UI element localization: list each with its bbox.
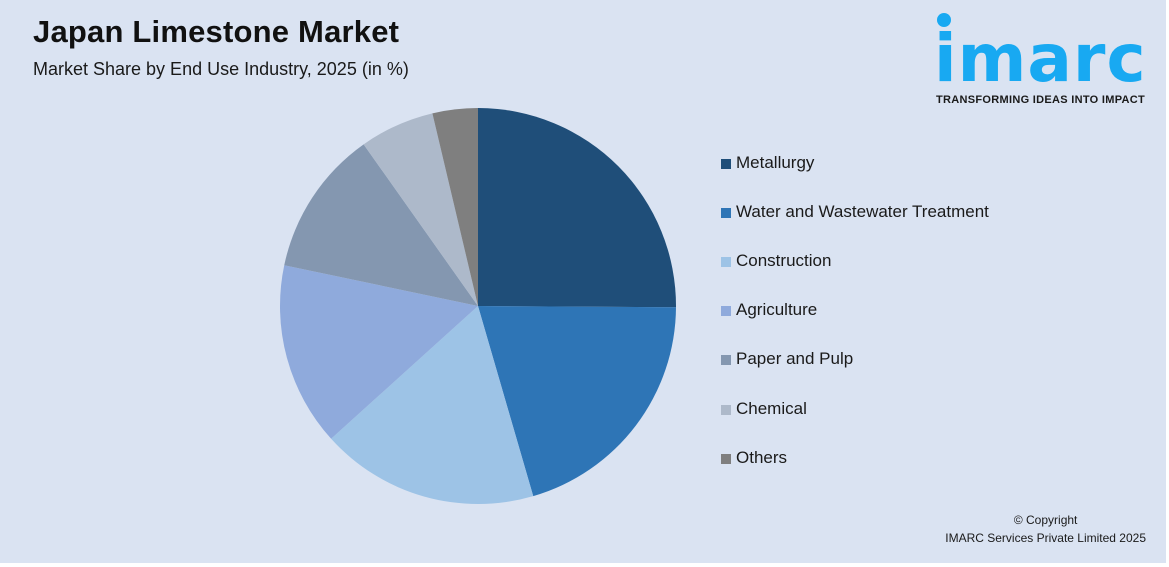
legend-item-agriculture: Agriculture <box>721 286 989 335</box>
logo-tagline: TRANSFORMING IDEAS INTO IMPACT <box>936 94 1146 106</box>
pie-slice-others <box>432 108 478 306</box>
copyright-notice: © Copyright IMARC Services Private Limit… <box>945 511 1146 547</box>
copyright-company: IMARC Services Private Limited 2025 <box>945 531 1146 545</box>
legend-swatch-icon <box>721 453 731 464</box>
pie-slice-water-and-wastewater-treatment <box>478 306 676 497</box>
legend-swatch-icon <box>721 256 731 267</box>
legend-item-construction: Construction <box>721 236 989 285</box>
pie-slice-chemical <box>363 113 478 306</box>
legend-swatch-icon <box>721 404 731 415</box>
legend-item-paper-pulp: Paper and Pulp <box>721 335 989 384</box>
legend-label: Metallurgy <box>736 152 815 172</box>
pie-chart <box>280 108 676 505</box>
legend-label: Paper and Pulp <box>736 349 854 369</box>
imarc-logo: imarc TRANSFORMING IDEAS INTO IMPACT <box>930 10 1160 110</box>
legend-item-chemical: Chemical <box>721 384 989 433</box>
legend-item-others: Others <box>721 433 989 482</box>
legend-label: Construction <box>736 250 832 270</box>
chart-subtitle: Market Share by End Use Industry, 2025 (… <box>33 59 409 79</box>
legend-swatch-icon <box>721 207 731 218</box>
logo-dot-icon <box>937 13 951 27</box>
pie-slice-construction <box>331 306 534 505</box>
legend-label: Others <box>736 447 788 467</box>
legend-swatch-icon <box>721 355 731 366</box>
legend-item-water-treatment: Water and Wastewater Treatment <box>721 187 989 236</box>
pie-slice-agriculture <box>280 265 478 439</box>
legend-label: Water and Wastewater Treatment <box>736 201 989 221</box>
legend-item-metallurgy: Metallurgy <box>721 138 989 187</box>
legend-swatch-icon <box>721 158 731 169</box>
logo-wordmark: imarc <box>934 20 1147 97</box>
legend-label: Agriculture <box>736 300 818 320</box>
copyright-line: © Copyright <box>1013 513 1078 527</box>
pie-slice-paper-and-pulp <box>284 144 478 306</box>
legend-label: Chemical <box>736 398 807 418</box>
chart-title: Japan Limestone Market <box>33 14 400 49</box>
chart-legend: Metallurgy Water and Wastewater Treatmen… <box>721 152 989 482</box>
pie-slice-metallurgy <box>478 108 676 308</box>
legend-swatch-icon <box>721 306 731 317</box>
